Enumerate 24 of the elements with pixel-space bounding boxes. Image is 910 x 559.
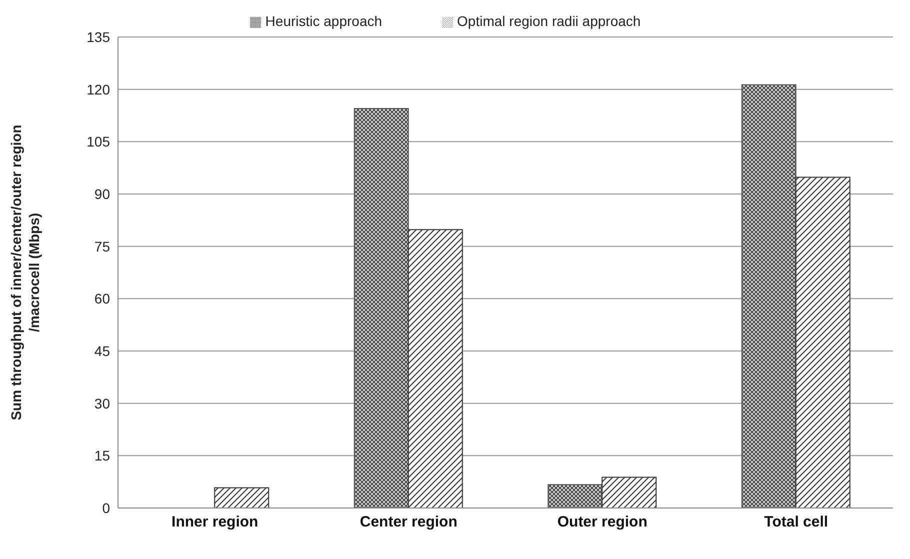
y-tick-label: 75 [94, 238, 110, 254]
x-tick-label: Center region [360, 514, 458, 531]
bar [548, 484, 603, 508]
y-tick-label: 45 [94, 342, 110, 359]
y-tick-label: 120 [86, 81, 110, 98]
legend-label: Heuristic approach [265, 13, 382, 29]
bar [408, 229, 463, 508]
y-tick-label: 90 [94, 186, 110, 202]
bar [602, 476, 657, 508]
x-tick-label: Inner region [172, 514, 258, 531]
y-axis-title: Sum throughput of inner/center/outer region /macrocell (Mbps) [8, 124, 42, 420]
y-tick-label: 15 [94, 448, 110, 464]
y-tick-label: 30 [94, 395, 110, 412]
y-tick-label: 60 [94, 290, 110, 307]
bar [795, 176, 850, 508]
bar [214, 487, 270, 508]
y-tick-label: 105 [86, 134, 110, 150]
y-tick-label: 0 [102, 500, 110, 516]
bar [741, 84, 796, 508]
legend-label: Optimal region radii approach [457, 13, 641, 29]
bar [354, 108, 409, 508]
y-tick-label: 135 [86, 28, 110, 45]
x-tick-label: Outer region [557, 514, 648, 531]
x-tick-label: Total cell [764, 514, 828, 531]
